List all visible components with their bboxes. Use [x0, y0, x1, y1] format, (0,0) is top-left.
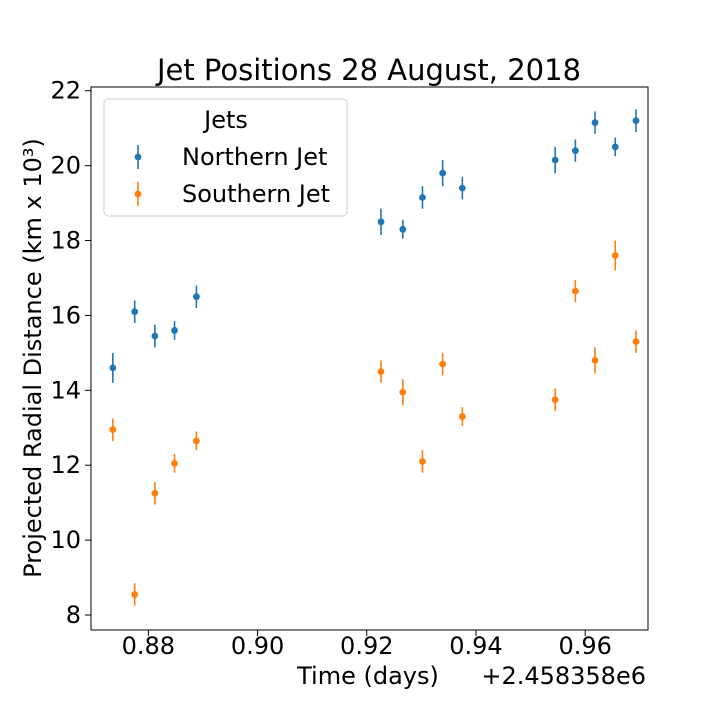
data-point — [611, 143, 619, 151]
data-point — [419, 194, 426, 201]
data-point — [151, 489, 159, 497]
y-tick-label: 14 — [50, 376, 81, 404]
data-point — [439, 360, 447, 368]
y-tick-label: 22 — [50, 77, 81, 105]
legend-marker — [134, 153, 142, 161]
x-tick-label: 0.94 — [449, 632, 502, 660]
y-axis-label: Projected Radial Distance (km x 10³) — [19, 138, 47, 578]
data-point — [377, 368, 385, 376]
data-point — [551, 396, 559, 404]
data-point — [591, 119, 599, 126]
data-point — [377, 218, 385, 226]
series-northern-jet — [109, 109, 640, 383]
data-point — [192, 437, 200, 445]
data-point — [109, 426, 117, 434]
data-point — [399, 225, 407, 233]
data-point — [632, 338, 640, 346]
axis-ticks: 0.88 0.90 0.92 0.94 0.96 8 10 12 14 16 18 20 22 — [50, 77, 611, 660]
x-axis-offset-label: +2.458358e6 — [481, 662, 646, 690]
y-tick-label: 8 — [66, 601, 81, 629]
data-point — [171, 327, 178, 334]
data-point — [171, 459, 178, 467]
chart-title: Jet Positions 28 August, 2018 — [155, 53, 581, 87]
y-tick-label: 20 — [50, 152, 81, 180]
legend-box — [103, 98, 348, 217]
data-point — [131, 591, 139, 598]
legend-label: Southern Jet — [182, 180, 330, 208]
legend-entries: Northern Jet Southern Jet — [134, 143, 330, 208]
data-point — [611, 252, 619, 259]
x-axis-label: Time (days) — [296, 662, 439, 690]
data-point — [458, 413, 466, 420]
y-tick-label: 12 — [50, 451, 81, 479]
y-tick-label: 16 — [50, 301, 81, 329]
legend-title: Jets — [202, 106, 248, 134]
data-point — [131, 308, 139, 316]
data-point — [571, 287, 579, 295]
legend: Jets Northern Jet Southern Jet — [103, 98, 348, 217]
y-tick-label: 10 — [50, 526, 81, 554]
x-tick-label: 0.96 — [558, 632, 611, 660]
x-tick-label: 0.90 — [231, 632, 284, 660]
data-point — [399, 388, 407, 396]
data-point — [571, 147, 579, 155]
data-point — [419, 458, 426, 465]
x-tick-label: 0.92 — [340, 632, 393, 660]
legend-marker — [134, 190, 142, 198]
plot-frame — [90, 86, 649, 631]
data-marks — [109, 109, 640, 606]
data-point — [439, 169, 447, 177]
legend-label: Northern Jet — [182, 143, 327, 171]
data-point — [109, 364, 117, 372]
data-point — [151, 332, 159, 340]
data-point — [458, 184, 466, 192]
data-point — [591, 356, 599, 364]
data-point — [192, 293, 200, 301]
y-tick-label: 18 — [50, 227, 81, 255]
x-tick-label: 0.88 — [122, 632, 175, 660]
data-point — [551, 156, 559, 164]
series-southern-jet — [109, 240, 640, 606]
data-point — [632, 117, 640, 125]
